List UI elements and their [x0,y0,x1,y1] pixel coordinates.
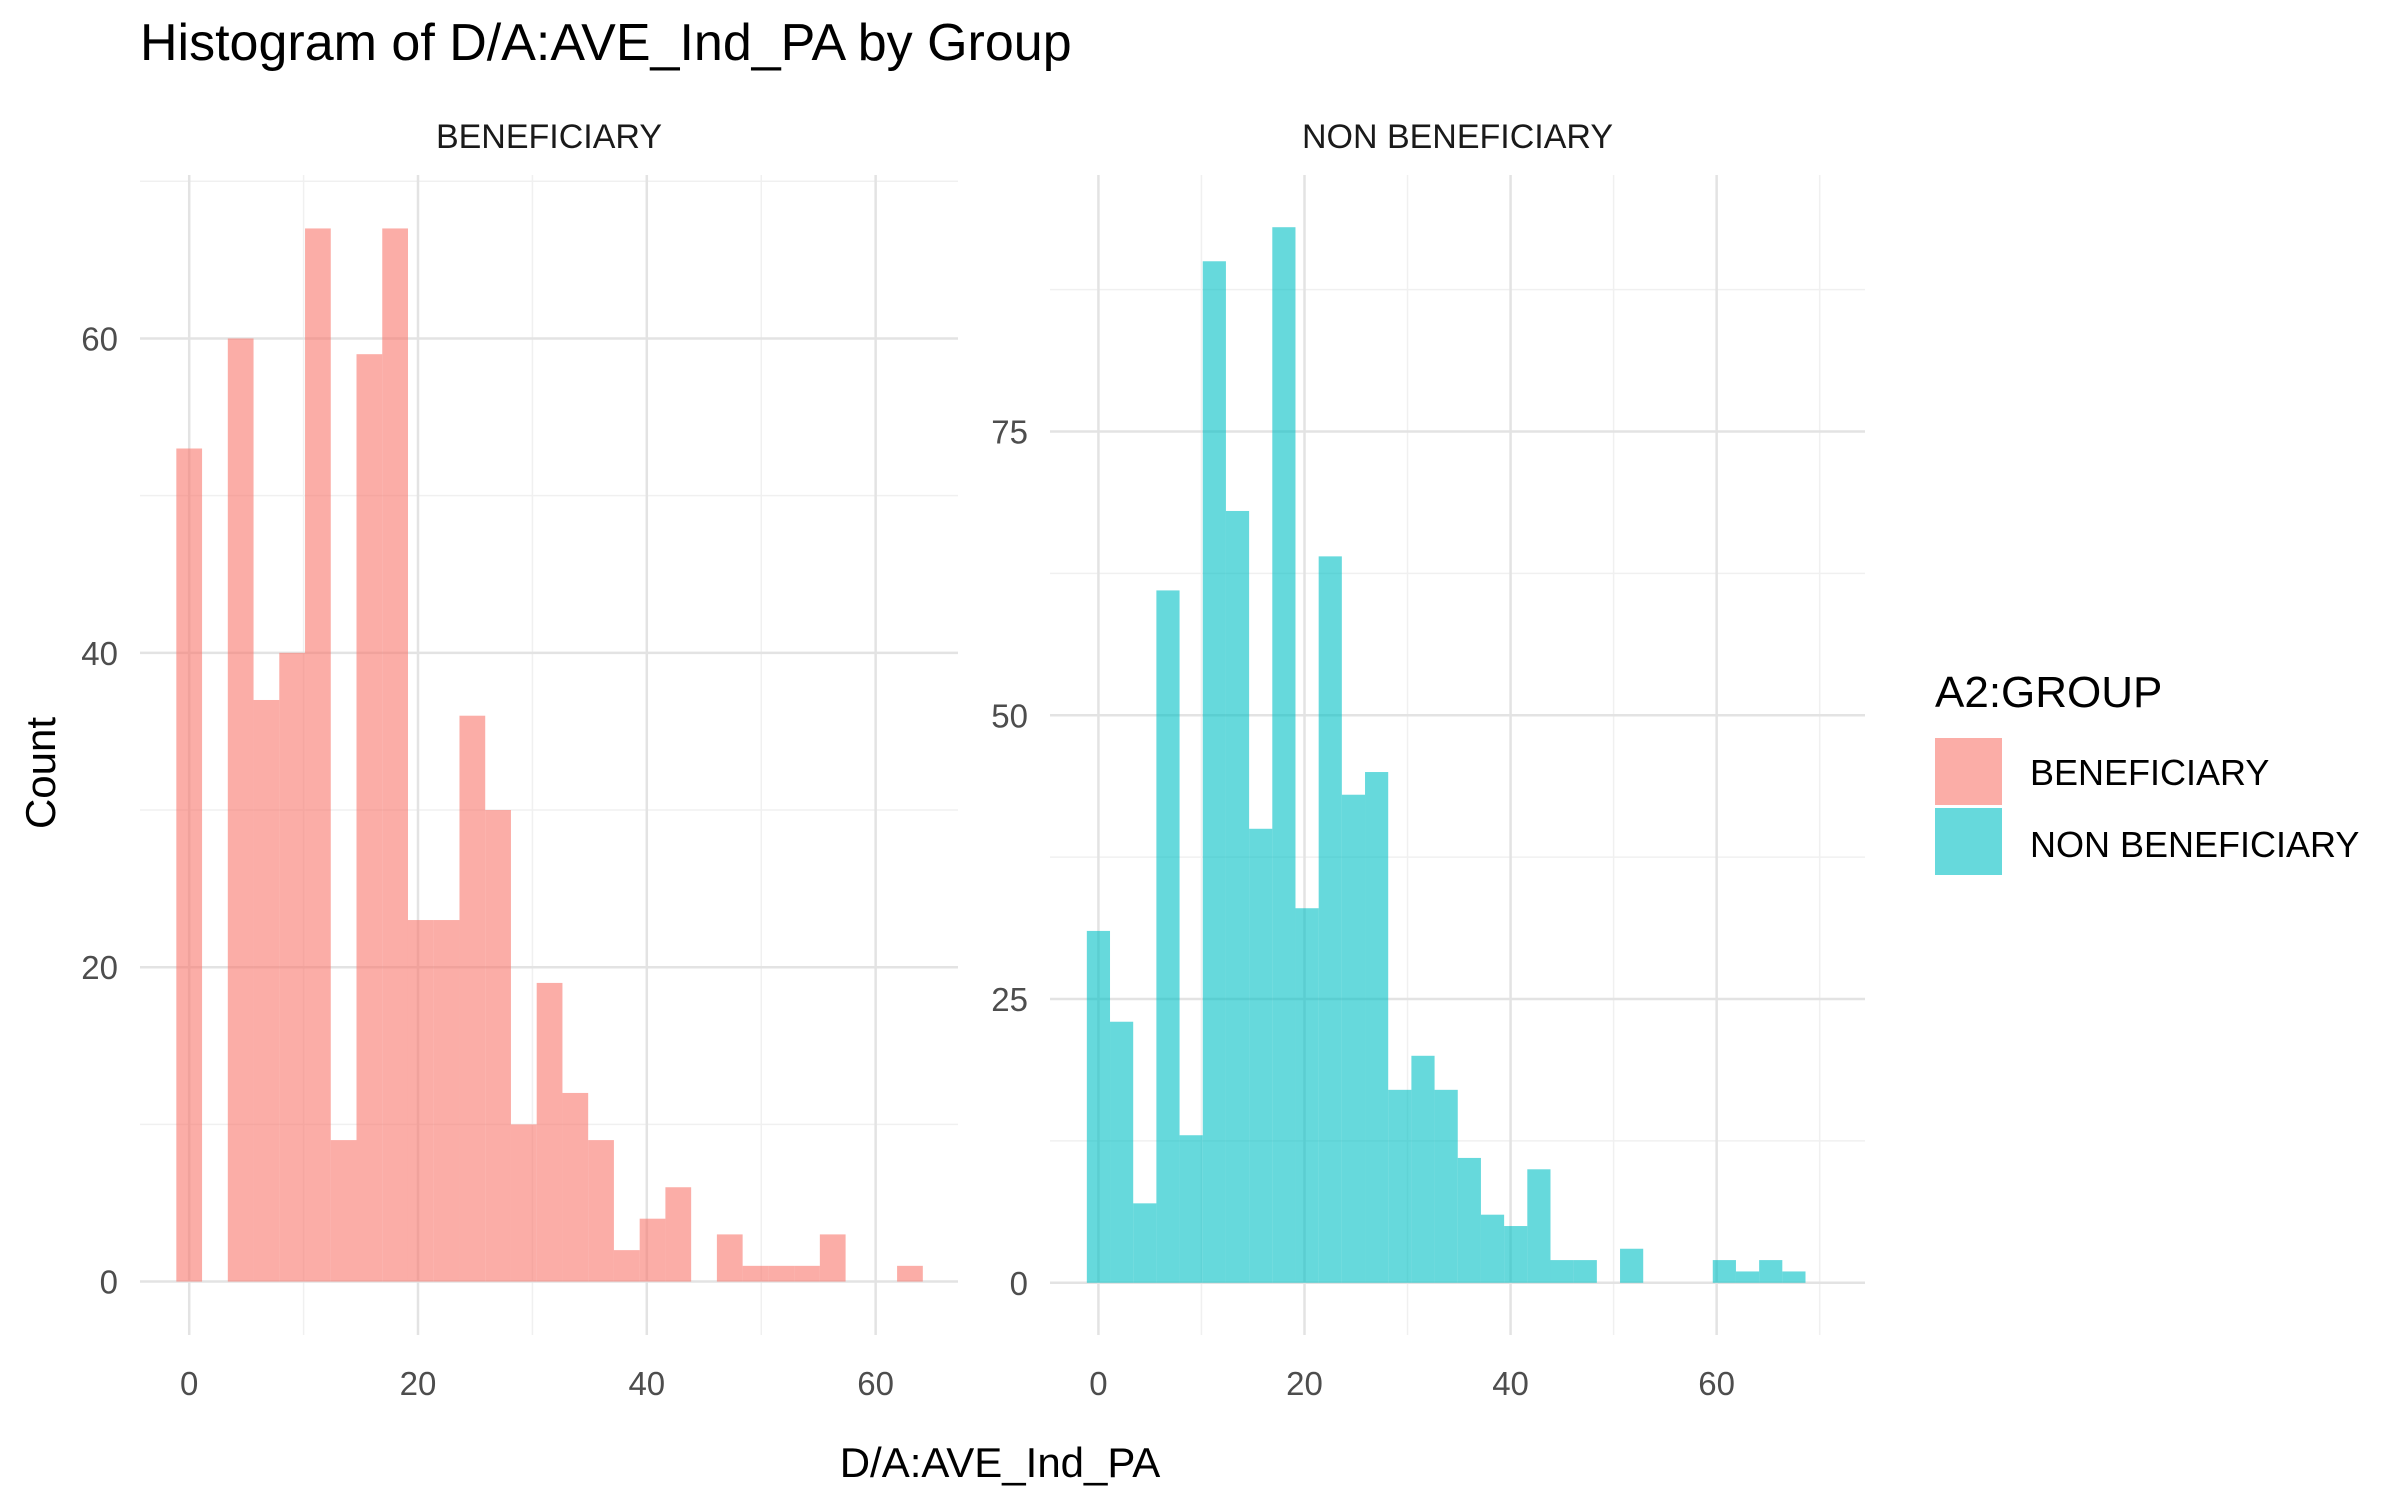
histogram-bar-beneficiary [407,920,434,1282]
x-tick-label: 20 [1286,1365,1323,1402]
histogram-bar-beneficiary [510,1124,537,1282]
histogram-bar-non-beneficiary [1318,556,1342,1283]
histogram-bar-non-beneficiary [1457,1157,1481,1283]
histogram-bar-beneficiary [253,699,280,1282]
y-tick-label: 50 [991,697,1028,734]
x-tick-label: 0 [1089,1365,1107,1402]
x-tick-label: 40 [1492,1365,1529,1402]
histogram-bar-beneficiary [742,1265,769,1282]
histogram-bar-beneficiary [716,1234,743,1282]
histogram-bar-non-beneficiary [1759,1260,1783,1283]
histogram-bar-non-beneficiary [1272,227,1296,1283]
histogram-bar-beneficiary [356,354,383,1282]
x-tick-label: 20 [400,1365,437,1402]
histogram-bar-non-beneficiary [1434,1089,1458,1283]
histogram-bar-beneficiary [330,1140,357,1282]
y-axis-label: Count [17,717,64,829]
histogram-bar-non-beneficiary [1249,828,1273,1283]
histogram-bar-beneficiary [639,1218,666,1282]
facet-strip-label: BENEFICIARY [436,118,662,156]
histogram-bar-non-beneficiary [1480,1214,1505,1283]
histogram-bar-beneficiary [613,1250,640,1282]
histogram-bar-beneficiary [433,920,460,1282]
histogram-bar-non-beneficiary [1341,794,1366,1283]
panel-beneficiary: 0 20 40 60 0 20 40 60 BENEFICIARY [81,118,958,1402]
histogram-bar-non-beneficiary [1411,1055,1435,1283]
histogram-bar-beneficiary [536,982,563,1282]
legend-label-non-beneficiary: NON BENEFICIARY [2030,824,2359,865]
histogram-bar-beneficiary [768,1265,795,1282]
histogram-bar-beneficiary [819,1234,846,1282]
legend-swatch-non-beneficiary [1935,808,2002,875]
histogram-bar-beneficiary [794,1265,820,1282]
y-tick-label: 20 [81,949,118,986]
histogram-bar-non-beneficiary [1782,1271,1806,1283]
histogram-bar-non-beneficiary [1225,510,1250,1283]
histogram-bar-beneficiary [588,1140,614,1282]
histogram-bar-non-beneficiary [1365,772,1389,1283]
histogram-bar-beneficiary [562,1092,589,1282]
x-tick-label: 60 [857,1365,894,1402]
y-tick-label: 40 [81,635,118,672]
histogram-bar-beneficiary [176,448,203,1282]
histogram-bar-beneficiary [305,228,331,1282]
histogram-bar-non-beneficiary [1527,1169,1551,1283]
panel-non-beneficiary: 0 20 40 60 0 25 50 75 NON BENEFICIARY [991,118,1865,1402]
histogram-bar-non-beneficiary [1156,590,1180,1283]
histogram-bar-beneficiary [897,1265,923,1282]
histogram-bar-non-beneficiary [1295,908,1319,1283]
legend-label-beneficiary: BENEFICIARY [2030,752,2269,793]
legend-swatch-beneficiary [1935,738,2002,805]
y-tick-label: 0 [1010,1265,1028,1302]
facet-strip-label: NON BENEFICIARY [1302,118,1613,156]
legend: A2:GROUP BENEFICIARY NON BENEFICIARY [1935,668,2359,875]
histogram-bar-beneficiary [665,1187,692,1282]
histogram-bar-non-beneficiary [1179,1135,1203,1283]
y-tick-label: 0 [100,1264,118,1301]
histogram-bar-non-beneficiary [1086,930,1111,1283]
histogram-bar-non-beneficiary [1504,1226,1528,1283]
histogram-bar-beneficiary [382,228,408,1282]
histogram-bar-non-beneficiary [1202,261,1226,1283]
histogram-bar-beneficiary [485,810,511,1282]
histogram-bar-beneficiary [227,338,254,1282]
histogram-bar-non-beneficiary [1133,1203,1157,1283]
histogram-bar-non-beneficiary [1110,1021,1134,1283]
y-tick-label: 60 [81,320,118,357]
legend-title: A2:GROUP [1935,668,2162,717]
histogram-bar-non-beneficiary [1550,1260,1574,1283]
histogram-bar-non-beneficiary [1712,1260,1736,1283]
x-tick-label: 60 [1698,1365,1735,1402]
x-tick-label: 40 [628,1365,665,1402]
histogram-bar-non-beneficiary [1620,1248,1644,1283]
histogram-bar-non-beneficiary [1573,1260,1597,1283]
y-tick-label: 75 [991,414,1028,451]
histogram-bar-non-beneficiary [1735,1271,1760,1283]
x-axis-label: D/A:AVE_Ind_PA [840,1439,1161,1486]
x-tick-label: 0 [180,1365,198,1402]
histogram-bar-non-beneficiary [1388,1089,1412,1283]
histogram-bar-beneficiary [459,715,486,1282]
histogram-bar-beneficiary [279,652,306,1282]
y-tick-label: 25 [991,981,1028,1018]
chart-title: Histogram of D/A:AVE_Ind_PA by Group [140,14,1072,72]
